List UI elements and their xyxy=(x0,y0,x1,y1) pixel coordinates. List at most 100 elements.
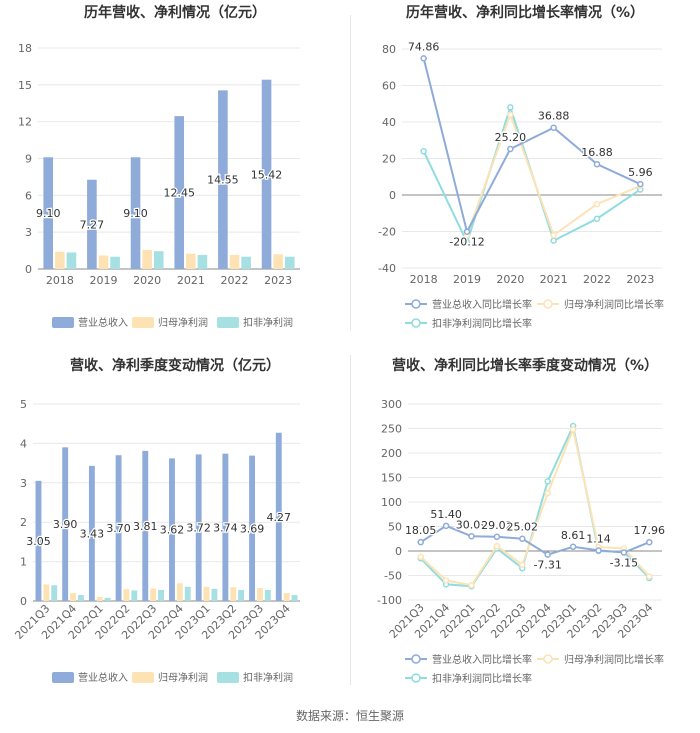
bar-deducted-profit xyxy=(110,256,120,269)
bar-parent-profit xyxy=(203,586,210,601)
bar-deducted-profit xyxy=(211,588,218,601)
x-tick-label: 2019 xyxy=(90,274,118,287)
x-tick-label: 2021 xyxy=(540,273,568,286)
x-tick-label: 2019 xyxy=(453,273,481,286)
legend-marker xyxy=(411,654,421,664)
bar-revenue xyxy=(62,447,69,601)
data-point xyxy=(519,535,526,542)
x-tick-label: 2023 xyxy=(264,274,292,287)
legend-label: 营业总收入同比增长率 xyxy=(432,653,532,666)
bar-data-label: 15.42 xyxy=(251,168,283,181)
legend-marker xyxy=(543,654,553,664)
bar-deducted-profit xyxy=(197,254,208,269)
chart-title: 营收、净利季度变动情况（亿元） xyxy=(70,357,280,374)
y-tick-label: 2 xyxy=(20,516,27,529)
data-point xyxy=(646,538,653,546)
bar-deducted-profit xyxy=(77,595,84,601)
line-data-label: 16.88 xyxy=(581,146,613,159)
y-tick-label: 6 xyxy=(25,189,32,202)
chart-quarterly_amount: 营收、净利季度变动情况（亿元）0123452021Q32021Q42022Q12… xyxy=(12,357,300,684)
x-tick-label: 2020 xyxy=(133,274,161,287)
x-tick-label: 2018 xyxy=(410,273,438,286)
series-line xyxy=(466,111,641,237)
bar-deducted-profit xyxy=(51,585,58,601)
y-tick-label: -40 xyxy=(378,262,396,275)
x-tick-label: 2021 xyxy=(177,274,205,287)
bar-revenue xyxy=(115,455,122,601)
data-point xyxy=(442,522,450,530)
bar-revenue xyxy=(43,157,54,269)
data-point xyxy=(595,547,602,554)
bar-revenue xyxy=(218,90,228,269)
bar-data-label: 3.72 xyxy=(186,522,211,535)
legend-label: 归母净利润 xyxy=(158,316,208,329)
line-data-label: 8.61 xyxy=(561,529,586,542)
line-data-label: 25.20 xyxy=(495,131,527,144)
chart-annual_growth: 历年营收、净利同比增长率情况（%） -40 -20 0 20 40 60 80 2018 2019… xyxy=(378,4,664,330)
y-tick-label: 0 xyxy=(389,189,396,202)
legend-label: 归母净利润同比增长率 xyxy=(564,653,664,666)
bar-revenue xyxy=(261,79,272,269)
bar-deducted-profit xyxy=(241,256,251,269)
data-point xyxy=(550,231,557,239)
y-tick-label: 50 xyxy=(388,521,402,534)
data-point xyxy=(569,426,577,433)
chart-title: 历年营收、净利同比增长率情况（%） xyxy=(406,4,644,21)
legend-marker xyxy=(543,299,553,309)
y-tick-label: 0 xyxy=(25,263,32,276)
bar-parent-profit xyxy=(229,254,240,269)
y-tick-label: 5 xyxy=(20,398,27,411)
bar-data-label: 3.43 xyxy=(80,527,105,540)
series-line xyxy=(420,524,650,556)
bar-parent-profit xyxy=(257,587,263,601)
bar-data-label: 4.27 xyxy=(267,511,292,524)
bar-parent-profit xyxy=(123,589,130,601)
x-tick-label: 2020 xyxy=(496,273,524,286)
bar-data-label: 14.55 xyxy=(207,174,239,187)
line-data-label: 36.88 xyxy=(538,110,570,123)
series-line xyxy=(420,426,651,587)
data-point xyxy=(468,582,475,589)
legend-label: 营业总收入 xyxy=(78,316,128,329)
bar-revenue xyxy=(174,116,185,270)
data-point xyxy=(468,533,475,540)
y-tick-label: -20 xyxy=(378,226,396,239)
bar-deducted-profit xyxy=(104,597,111,601)
chart-title: 历年营收、净利情况（亿元） xyxy=(84,4,266,21)
bar-parent-profit xyxy=(176,583,183,601)
line-data-label: -7.31 xyxy=(533,559,561,572)
bar-parent-profit xyxy=(186,253,196,269)
y-tick-label: 20 xyxy=(382,153,396,166)
bar-deducted-profit xyxy=(184,586,191,601)
series-line xyxy=(422,58,641,235)
legend-label: 扣非净利润 xyxy=(243,671,293,684)
bar-parent-profit xyxy=(55,251,65,269)
x-tick-label: 2022 xyxy=(221,274,249,287)
y-tick-label: 60 xyxy=(382,80,396,93)
y-tick-label: 100 xyxy=(381,496,402,509)
data-point xyxy=(417,553,424,561)
line-data-label: 30.09 xyxy=(456,518,488,531)
bar-parent-profit xyxy=(96,597,103,601)
bar-data-label: 3.62 xyxy=(160,524,185,537)
y-tick-label: 200 xyxy=(381,447,402,460)
legend-marker xyxy=(411,299,421,309)
y-tick-label: 3 xyxy=(20,477,27,490)
bar-deducted-profit xyxy=(264,589,271,601)
y-tick-label: 40 xyxy=(382,116,396,129)
x-tick-label: 2022 xyxy=(583,273,611,286)
line-data-label: 17.96 xyxy=(634,524,666,537)
data-point xyxy=(544,478,551,485)
bar-data-label: 7.27 xyxy=(80,218,105,231)
y-tick-label: 300 xyxy=(381,398,402,411)
bar-revenue xyxy=(195,454,202,601)
legend-marker xyxy=(411,673,421,683)
line-data-label: 1.14 xyxy=(586,532,611,545)
y-tick-label: 15 xyxy=(18,79,32,92)
y-tick-label: 0 xyxy=(20,595,27,608)
y-tick-label: 3 xyxy=(25,226,32,239)
legend-swatch xyxy=(217,317,239,328)
bar-data-label: 9.10 xyxy=(123,207,148,220)
data-point xyxy=(493,542,501,550)
